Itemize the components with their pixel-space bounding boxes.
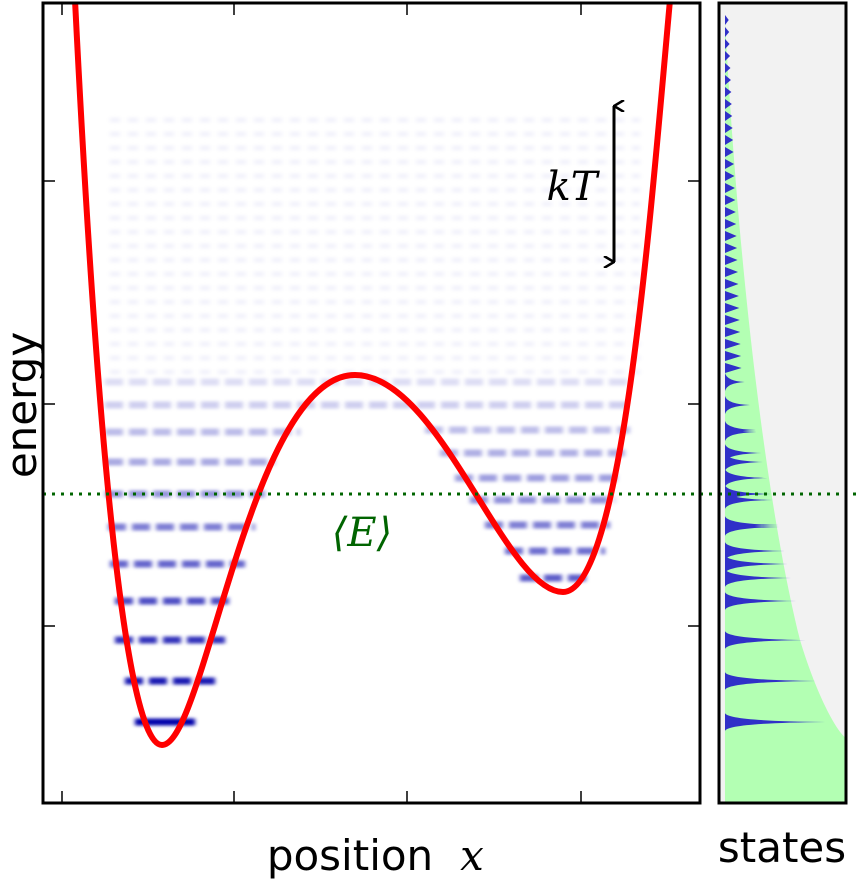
main-frame xyxy=(41,1,702,805)
state-spike xyxy=(725,279,739,289)
state-spike xyxy=(725,267,739,277)
state-spike xyxy=(725,243,738,253)
side-axis-label: states xyxy=(718,823,846,872)
state-spike xyxy=(725,303,740,313)
state-spike xyxy=(725,396,750,414)
state-spike xyxy=(725,518,780,536)
state-spike xyxy=(725,453,764,471)
kt-label: kT xyxy=(547,164,601,210)
state-spike xyxy=(725,231,737,241)
state-spike xyxy=(725,491,773,509)
state-spike xyxy=(725,291,739,301)
energy-levels xyxy=(105,117,640,726)
state-spike xyxy=(725,469,768,487)
state-spike xyxy=(725,99,732,109)
state-spike xyxy=(725,315,740,325)
state-spike xyxy=(725,135,734,145)
thermal-distribution xyxy=(725,20,846,803)
state-spike xyxy=(725,159,735,169)
state-spike xyxy=(725,15,729,25)
state-spike xyxy=(725,339,741,349)
state-spike xyxy=(725,672,816,690)
state-spike xyxy=(725,195,736,205)
state-spike xyxy=(725,516,779,534)
state-spike xyxy=(725,542,785,560)
state-spike xyxy=(725,569,792,587)
state-spike xyxy=(725,219,737,229)
state-spike xyxy=(725,327,741,337)
state-spike xyxy=(725,351,742,361)
state-spike xyxy=(725,363,742,373)
state-spike xyxy=(725,63,731,73)
x-axis-label: position xyxy=(267,831,433,880)
density-of-states xyxy=(725,15,826,731)
state-spike xyxy=(725,207,736,217)
potential-curve xyxy=(72,3,673,749)
mean-energy-label: ⟨E⟩ xyxy=(332,510,392,556)
state-spike xyxy=(725,423,757,441)
x-axis-symbol: x xyxy=(460,831,484,880)
state-spike xyxy=(725,421,756,439)
state-spike xyxy=(725,592,797,610)
state-spike xyxy=(725,255,738,265)
state-spike xyxy=(725,444,762,462)
state-spike xyxy=(725,51,731,61)
state-spike xyxy=(725,631,806,649)
state-spike xyxy=(725,87,732,97)
state-spike xyxy=(725,27,730,37)
side-frame xyxy=(717,1,848,805)
state-spike xyxy=(725,39,730,49)
state-spike xyxy=(725,555,788,573)
state-spike xyxy=(725,171,735,181)
state-spike xyxy=(725,373,745,391)
state-spike xyxy=(725,123,733,133)
state-spike xyxy=(725,713,826,731)
state-spike xyxy=(725,183,735,193)
y-axis-label: energy xyxy=(0,332,46,478)
state-spike xyxy=(725,75,731,85)
state-spike xyxy=(725,147,734,157)
state-spike xyxy=(725,111,733,121)
